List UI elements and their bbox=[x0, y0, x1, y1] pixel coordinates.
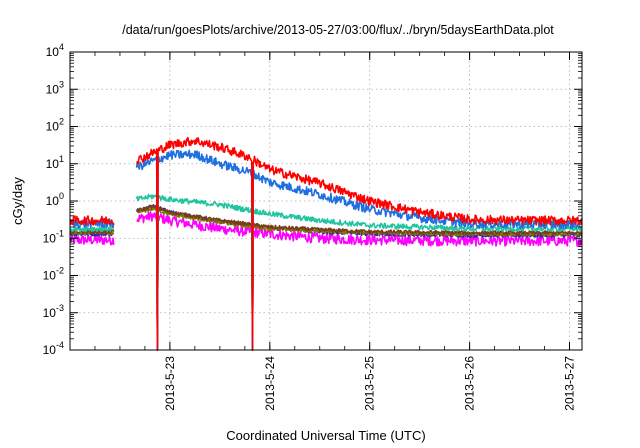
chart-title: /data/run/goesPlots/archive/2013-05-27/0… bbox=[122, 23, 554, 37]
x-axis-title: Coordinated Universal Time (UTC) bbox=[226, 428, 425, 443]
series-layer bbox=[69, 136, 583, 351]
y-tick-label: 10-2 bbox=[43, 266, 64, 283]
y-tick-label: 102 bbox=[46, 117, 64, 134]
y-tick-label: 104 bbox=[46, 42, 64, 59]
y-tick-label: 10-3 bbox=[43, 303, 64, 320]
series-line bbox=[69, 136, 583, 351]
y-axis-title: cGy/day bbox=[10, 177, 25, 225]
y-tick-labels: 10-4 10-3 10-2 10-1 100 101 102 103 104 bbox=[43, 42, 64, 357]
y-tick-label: 10-1 bbox=[43, 228, 64, 245]
x-tick-label: 2013-5-23 bbox=[163, 356, 177, 411]
x-tick-label: 2013-5-27 bbox=[563, 356, 577, 411]
y-tick-label: 100 bbox=[46, 191, 64, 208]
x-tick-label: 2013-5-24 bbox=[263, 356, 277, 411]
series-line bbox=[69, 211, 583, 351]
y-tick-label: 103 bbox=[46, 79, 64, 96]
grid bbox=[70, 52, 582, 350]
x-tick-label: 2013-5-25 bbox=[363, 356, 377, 411]
ticks bbox=[69, 51, 582, 351]
y-tick-label: 10-4 bbox=[43, 340, 64, 357]
x-tick-labels: 2013-5-23 2013-5-24 2013-5-25 2013-5-26 2013… bbox=[163, 356, 577, 411]
series-line bbox=[69, 149, 583, 351]
x-tick-label: 2013-5-26 bbox=[463, 356, 477, 411]
y-tick-label: 101 bbox=[46, 154, 64, 171]
